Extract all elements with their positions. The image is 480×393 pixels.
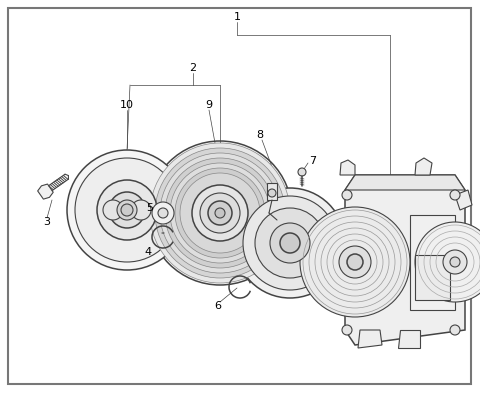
Polygon shape: [455, 275, 472, 295]
Text: 4: 4: [144, 247, 152, 257]
Polygon shape: [415, 158, 432, 175]
Circle shape: [97, 180, 157, 240]
Text: 8: 8: [256, 130, 264, 140]
Circle shape: [243, 196, 337, 290]
Circle shape: [148, 141, 292, 285]
Text: 2: 2: [190, 63, 197, 73]
Circle shape: [342, 325, 352, 335]
Circle shape: [175, 168, 265, 258]
Text: 5: 5: [146, 203, 154, 213]
Polygon shape: [415, 255, 450, 300]
Circle shape: [160, 153, 280, 273]
Circle shape: [347, 254, 363, 270]
Circle shape: [117, 200, 137, 220]
Circle shape: [280, 233, 300, 253]
Circle shape: [75, 158, 179, 262]
Circle shape: [158, 208, 168, 218]
Polygon shape: [398, 330, 420, 348]
Text: 7: 7: [310, 156, 317, 166]
Circle shape: [150, 143, 290, 283]
Polygon shape: [455, 190, 472, 210]
Circle shape: [152, 202, 174, 224]
Circle shape: [165, 158, 275, 268]
Circle shape: [155, 148, 285, 278]
Circle shape: [255, 208, 325, 278]
Circle shape: [339, 246, 371, 278]
Polygon shape: [410, 215, 455, 310]
Circle shape: [67, 150, 187, 270]
Text: 3: 3: [44, 217, 50, 227]
Circle shape: [170, 163, 270, 263]
Circle shape: [300, 207, 410, 317]
Circle shape: [200, 193, 240, 233]
Polygon shape: [267, 183, 277, 200]
Text: 1: 1: [233, 12, 240, 22]
Circle shape: [268, 189, 276, 197]
Circle shape: [235, 188, 345, 298]
Circle shape: [109, 192, 145, 228]
Text: 6: 6: [215, 301, 221, 311]
Polygon shape: [37, 184, 53, 199]
Polygon shape: [345, 175, 465, 190]
Circle shape: [270, 223, 310, 263]
Circle shape: [215, 208, 225, 218]
Polygon shape: [358, 330, 382, 348]
Polygon shape: [340, 160, 355, 175]
Text: 10: 10: [120, 100, 134, 110]
Circle shape: [450, 325, 460, 335]
Text: 9: 9: [205, 100, 213, 110]
Circle shape: [450, 257, 460, 267]
Circle shape: [103, 200, 123, 220]
Circle shape: [298, 168, 306, 176]
Circle shape: [450, 190, 460, 200]
Circle shape: [192, 185, 248, 241]
Polygon shape: [345, 175, 465, 345]
Circle shape: [415, 222, 480, 302]
Circle shape: [180, 173, 260, 253]
Circle shape: [443, 250, 467, 274]
Circle shape: [121, 204, 133, 216]
Circle shape: [342, 190, 352, 200]
Circle shape: [208, 201, 232, 225]
Circle shape: [131, 200, 151, 220]
